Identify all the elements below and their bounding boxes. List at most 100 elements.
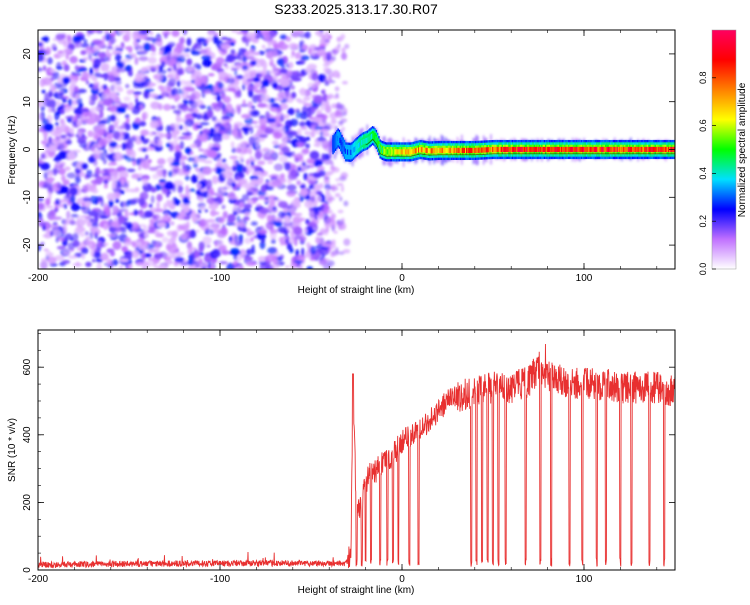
ridge-core-cell <box>387 149 389 155</box>
noise-blob <box>69 55 78 64</box>
heatmap-ylabel: Frequency (Hz) <box>7 116 18 185</box>
noise-blob <box>252 171 263 176</box>
noise-blob <box>333 153 337 160</box>
noise-blob <box>90 141 97 145</box>
noise-blob <box>111 212 117 216</box>
noise-blob <box>257 196 266 200</box>
ridge-core-cell <box>580 146 582 153</box>
noise-blob <box>57 50 64 54</box>
noise-blob <box>155 165 165 169</box>
ridge-core-cell <box>353 146 355 153</box>
ridge-core-cell <box>479 147 481 153</box>
ridge-core-cell <box>496 146 498 153</box>
noise-blob <box>283 206 288 214</box>
noise-blob <box>67 242 75 251</box>
noise-blob <box>116 84 122 89</box>
noise-blob <box>133 209 139 216</box>
ridge-core-cell <box>480 147 482 153</box>
ridge-core-cell <box>484 147 486 153</box>
ridge-core-cell <box>466 147 468 154</box>
noise-blob <box>252 196 257 204</box>
ridge-core-cell <box>398 149 400 155</box>
noise-blob <box>163 33 168 39</box>
ridge-core-cell <box>488 147 491 153</box>
y-tick-label: 0 <box>22 567 33 573</box>
ridge-core-cell <box>345 149 348 155</box>
noise-blob <box>94 134 100 139</box>
noise-blob <box>331 103 338 109</box>
noise-blob <box>334 193 341 198</box>
ridge-core-cell <box>471 147 473 154</box>
noise-blob <box>297 166 302 171</box>
noise-blob <box>177 251 185 256</box>
noise-blob <box>170 105 176 110</box>
noise-blob <box>226 176 235 183</box>
noise-blob <box>98 100 105 105</box>
noise-blob <box>102 84 108 90</box>
noise-blob <box>343 200 349 207</box>
noise-blob <box>191 174 198 184</box>
noise-blob <box>322 132 330 137</box>
noise-blob <box>235 256 242 262</box>
noise-blob <box>294 52 302 60</box>
ridge-core-cell <box>534 146 537 153</box>
noise-blob <box>272 82 278 89</box>
noise-blob <box>309 150 320 160</box>
noise-blob <box>333 167 340 173</box>
ridge-core-cell <box>563 146 565 153</box>
ridge-core-cell <box>557 146 559 153</box>
noise-blob <box>168 170 173 178</box>
ridge-core-cell <box>601 146 603 153</box>
noise-blob <box>148 93 159 99</box>
noise-blob <box>237 131 242 138</box>
ridge-halo-cell <box>330 135 332 159</box>
noise-blob <box>133 94 140 98</box>
noise-blob <box>142 253 146 262</box>
noise-blob <box>303 172 308 181</box>
noise-blob <box>52 228 61 238</box>
noise-blob <box>180 261 190 266</box>
noise-blob <box>252 38 259 44</box>
noise-blob <box>226 77 235 84</box>
noise-blob <box>139 244 149 252</box>
noise-blob <box>306 226 314 231</box>
ridge-core-cell <box>561 146 563 153</box>
ridge-core-cell <box>556 146 558 153</box>
noise-blob <box>151 103 157 107</box>
ridge-core-cell <box>617 146 620 153</box>
noise-blob <box>114 53 122 62</box>
noise-blob <box>279 126 286 134</box>
noise-blob <box>221 204 226 210</box>
noise-blob <box>220 43 231 50</box>
noise-blob <box>88 131 97 137</box>
noise-blob <box>318 44 326 48</box>
noise-blob <box>64 166 71 171</box>
noise-blob <box>40 162 50 171</box>
noise-blob <box>119 226 127 231</box>
noise-blob <box>47 256 57 264</box>
colorbar-ticks: 0.0 0.2 0.4 0.6 0.8 <box>698 72 716 275</box>
noise-blob <box>92 39 103 43</box>
noise-blob <box>38 42 43 47</box>
noise-blob <box>108 105 117 113</box>
ridge-core-cell <box>665 146 668 153</box>
noise-blob <box>167 190 172 195</box>
noise-blob <box>127 264 132 269</box>
noise-blob <box>118 215 126 223</box>
noise-blob <box>104 33 111 42</box>
noise-blob <box>95 258 103 263</box>
noise-blob <box>48 216 58 221</box>
noise-blob <box>322 229 329 236</box>
noise-blob <box>312 172 322 179</box>
noise-blob <box>310 196 316 203</box>
noise-blob <box>173 109 182 114</box>
noise-blob <box>254 138 265 142</box>
noise-blob <box>266 247 277 254</box>
ridge-core-cell <box>403 149 405 155</box>
noise-blob <box>125 252 133 260</box>
noise-blob <box>206 109 214 119</box>
noise-blob <box>118 170 129 179</box>
noise-blob <box>163 202 167 211</box>
noise-blob <box>171 230 178 238</box>
noise-blob <box>204 39 210 44</box>
